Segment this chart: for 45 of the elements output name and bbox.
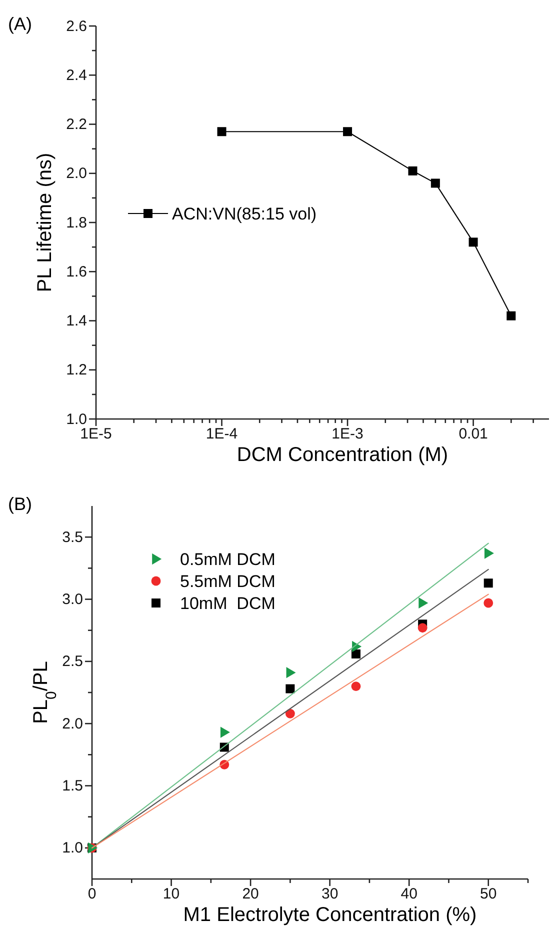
point: [484, 578, 493, 588]
y-tick-label: 2.0: [62, 715, 83, 732]
point: [286, 667, 296, 678]
legend-label: 10mM DCM: [180, 594, 276, 613]
legend-label: 5.5mM DCM: [180, 572, 276, 591]
y-tick-label: 3.5: [62, 528, 83, 546]
y-tick-label: 2.2: [66, 116, 87, 134]
x-tick-label: 1E-5: [80, 426, 112, 443]
y-tick-label: 1.2: [66, 362, 87, 379]
x-tick-label: 0: [88, 886, 96, 903]
point: [286, 684, 295, 694]
y-tick-label: 1.0: [66, 410, 87, 428]
y-tick-label: 1.5: [62, 778, 83, 795]
y-tick-label: 3.0: [62, 591, 83, 608]
y-tick-label: 1.0: [62, 840, 83, 857]
x-tick-label: 0.01: [458, 426, 488, 443]
point: [220, 726, 230, 738]
x-tick-label: 50: [480, 886, 497, 903]
point: [418, 597, 428, 609]
legend-label: ACN:VN(85:15 vol): [172, 204, 317, 224]
x-tick-label: 20: [242, 886, 259, 903]
point: [285, 708, 295, 718]
y-tick-label: 2.5: [62, 653, 83, 670]
point: [484, 598, 494, 608]
y-tick-label: 2.0: [66, 165, 87, 182]
y-tick-label: 1.8: [66, 214, 87, 232]
point: [351, 649, 360, 658]
x-axis-title: M1 Electrolyte Concentration (%): [183, 904, 477, 926]
chart-title: (A): [8, 14, 32, 34]
x-tick-label: 1E-4: [206, 426, 238, 443]
point: [418, 623, 428, 633]
point: [351, 682, 361, 691]
y-tick-label: 2.6: [66, 18, 87, 35]
y-tick-label: 1.4: [66, 312, 87, 330]
chart-title: (B): [8, 494, 32, 514]
y-tick-label: 1.6: [66, 263, 87, 280]
y-tick-label: 2.4: [66, 66, 87, 84]
point: [484, 548, 494, 559]
x-tick-label: 30: [321, 886, 338, 903]
x-tick-label: 40: [400, 886, 418, 903]
x-tick-label: 1E-3: [332, 426, 364, 443]
y-axis-title: PL Lifetime (ns): [34, 152, 56, 292]
x-axis-title: DCM Concentration (M): [236, 444, 448, 466]
legend-label: 0.5mM DCM: [180, 550, 276, 569]
x-tick-label: 10: [162, 886, 180, 903]
